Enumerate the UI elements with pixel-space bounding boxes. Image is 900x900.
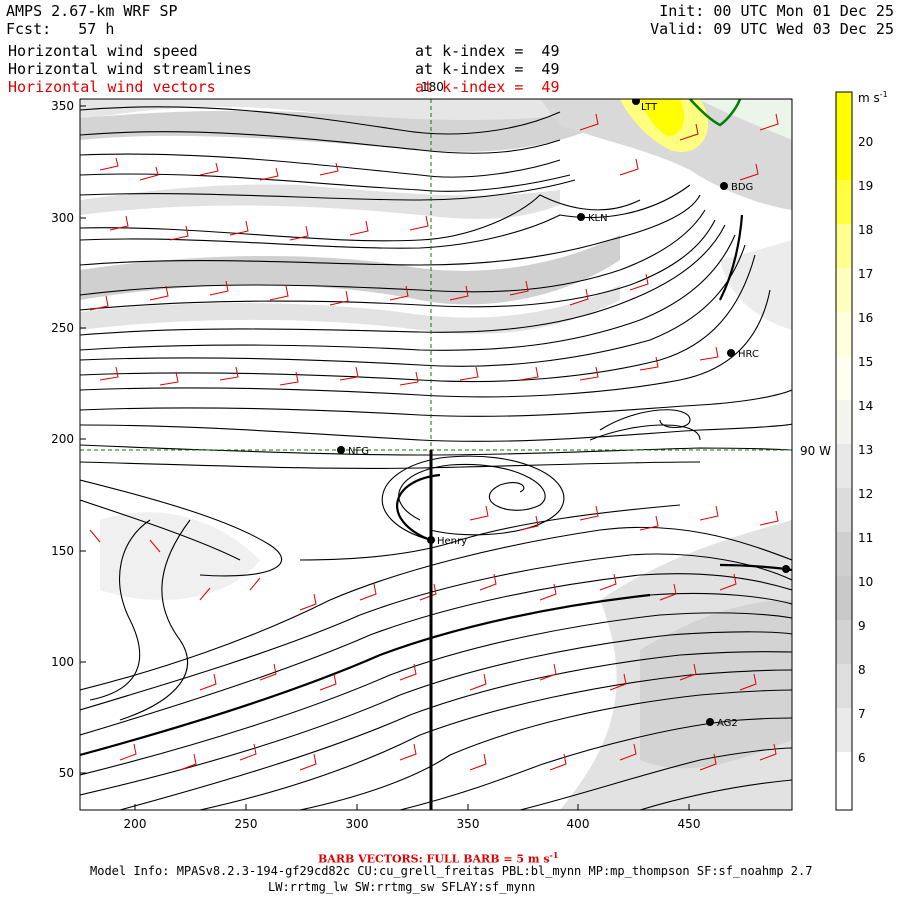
parallel-label: 90 W bbox=[800, 444, 831, 458]
station-ltt: LTT bbox=[632, 99, 658, 113]
field-name-speed: Horizontal wind speed bbox=[8, 42, 198, 60]
colorbar-labels: 20 19 18 17 16 15 14 13 12 11 10 9 8 7 6 bbox=[858, 135, 873, 765]
model-title: AMPS 2.67-km WRF SP bbox=[6, 2, 178, 20]
y-tick-label: 300 bbox=[51, 211, 74, 225]
colorbar-label: 19 bbox=[858, 179, 873, 193]
axis-tick-marks bbox=[80, 105, 690, 810]
y-tick-label: 200 bbox=[51, 432, 74, 446]
x-tick-label: 200 bbox=[124, 817, 147, 831]
y-tick-label: 250 bbox=[51, 321, 74, 335]
station-marker-edge bbox=[782, 565, 790, 573]
barb-legend-text: BARB VECTORS: FULL BARB = 5 m s bbox=[318, 852, 550, 866]
colorbar-label: 6 bbox=[858, 751, 866, 765]
station-henry: Henry bbox=[427, 536, 467, 547]
x-tick-label: 450 bbox=[678, 817, 701, 831]
colorbar-label: 10 bbox=[858, 575, 873, 589]
forecast-hours: 57 h bbox=[78, 20, 115, 38]
colorbar-label: 14 bbox=[858, 399, 873, 413]
streamlines bbox=[80, 106, 792, 810]
station-kln: KLN bbox=[577, 213, 608, 224]
plot-area: LTT BDG KLN HRC NFG Henry bbox=[80, 99, 792, 810]
colorbar-label: 20 bbox=[858, 135, 873, 149]
valid-time: Valid: 09 UTC Wed 03 Dec 25 bbox=[650, 20, 894, 38]
station-label: NFG bbox=[348, 446, 369, 457]
field-level-streamlines: at k-index = 49 bbox=[415, 60, 560, 78]
station-label: Henry bbox=[437, 536, 467, 547]
forecast-label: Fcst: 57 h bbox=[6, 20, 114, 38]
colorbar-label: 16 bbox=[858, 311, 873, 325]
y-tick-label: 50 bbox=[59, 766, 74, 780]
station-bdg: BDG bbox=[720, 182, 753, 193]
x-axis-labels: 200 250 300 350 400 450 bbox=[124, 817, 701, 831]
station-label: LTT bbox=[641, 102, 658, 113]
y-tick-label: 100 bbox=[51, 655, 74, 669]
station-ag2: AG2 bbox=[706, 718, 738, 729]
model-info-line2: LW:rrtmg_lw SW:rrtmg_sw SFLAY:sf_mynn bbox=[268, 880, 536, 894]
y-tick-label: 150 bbox=[51, 544, 74, 558]
x-tick-label: 400 bbox=[567, 817, 590, 831]
colorbar-unit-text: m s bbox=[858, 91, 880, 105]
barb-legend: BARB VECTORS: FULL BARB = 5 m s-1 bbox=[318, 850, 558, 866]
colorbar-label: 12 bbox=[858, 487, 873, 501]
field-name-streamlines: Horizontal wind streamlines bbox=[8, 60, 252, 78]
colorbar-label: 13 bbox=[858, 443, 873, 457]
colorbar-label: 18 bbox=[858, 223, 873, 237]
colorbar-label: 15 bbox=[858, 355, 873, 369]
colorbar-label: 17 bbox=[858, 267, 873, 281]
colorbar-label: 7 bbox=[858, 707, 866, 721]
colorbar-label: 8 bbox=[858, 663, 866, 677]
y-axis-labels: 350 300 250 200 150 100 50 bbox=[51, 99, 74, 780]
init-time: Init: 00 UTC Mon 01 Dec 25 bbox=[659, 2, 894, 20]
colorbar-unit-sup: -1 bbox=[880, 90, 888, 99]
plot-frame bbox=[79, 98, 793, 811]
colorbar-unit: m s-1 bbox=[858, 90, 888, 105]
station-label: AG2 bbox=[717, 718, 738, 729]
colorbar bbox=[835, 91, 853, 811]
x-tick-label: 300 bbox=[346, 817, 369, 831]
field-name-vectors: Horizontal wind vectors bbox=[8, 78, 216, 96]
wind-speed-shading bbox=[80, 99, 792, 810]
station-label: HRC bbox=[738, 349, 759, 360]
colorbar-label: 11 bbox=[858, 531, 873, 545]
forecast-label-text: Fcst: bbox=[6, 20, 52, 38]
model-info: Model Info: MPASv8.2.3-194-gf29cd82c CU:… bbox=[90, 864, 813, 878]
y-tick-label: 350 bbox=[51, 99, 74, 113]
x-tick-label: 250 bbox=[235, 817, 258, 831]
station-label: KLN bbox=[588, 213, 608, 224]
station-label: BDG bbox=[731, 182, 753, 193]
barb-legend-sup: -1 bbox=[549, 850, 559, 860]
meridian-label: 180 bbox=[421, 80, 444, 94]
field-level-speed: at k-index = 49 bbox=[415, 42, 560, 60]
field-level-vectors: at k-index = 49 bbox=[415, 78, 560, 96]
colorbar-label: 9 bbox=[858, 619, 866, 633]
coastline bbox=[689, 99, 742, 127]
station-markers: LTT BDG KLN HRC NFG Henry bbox=[337, 99, 790, 729]
station-nfg: NFG bbox=[337, 446, 369, 457]
station-hrc: HRC bbox=[727, 349, 759, 360]
wind-barbs bbox=[89, 113, 779, 771]
x-tick-label: 350 bbox=[457, 817, 480, 831]
